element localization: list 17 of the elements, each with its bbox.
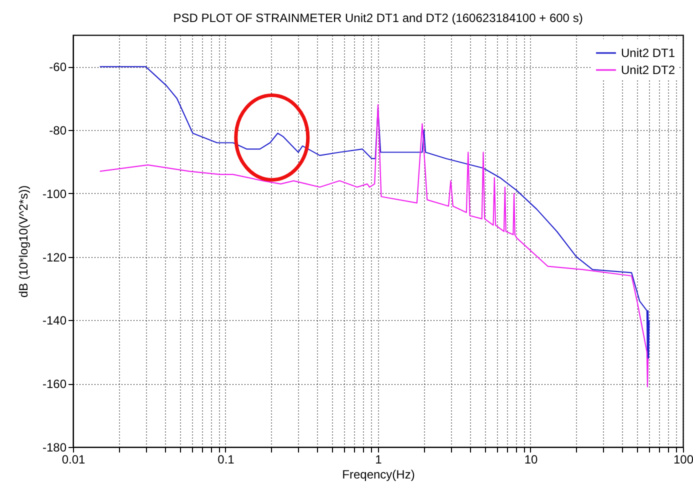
x-tick-label: 10 — [524, 452, 538, 466]
x-tick-label: 0.1 — [218, 452, 235, 466]
y-tick-label: -120 — [42, 250, 67, 264]
legend-label: Unit2 DT1 — [621, 46, 676, 60]
y-tick-label: -140 — [42, 314, 67, 328]
x-tick-label: 100 — [673, 452, 693, 466]
y-tick-label: -180 — [42, 440, 67, 454]
chart-title: PSD PLOT OF STRAINMETER Unit2 DT1 and DT2 (160623184100 + 600 s) — [173, 11, 583, 25]
x-tick-label: 1 — [375, 452, 382, 466]
y-tick-label: -100 — [42, 186, 67, 201]
y-tick-label: -60 — [49, 60, 67, 74]
y-tick-label: -160 — [42, 377, 67, 392]
x-tick-label: 0.01 — [62, 452, 86, 466]
y-tick-label: -80 — [49, 124, 67, 138]
y-axis-title: dB (10*log10(V^2*s)) — [16, 185, 30, 298]
x-axis-title: Freqency(Hz) — [342, 468, 415, 482]
legend-label: Unit2 DT2 — [621, 63, 676, 77]
